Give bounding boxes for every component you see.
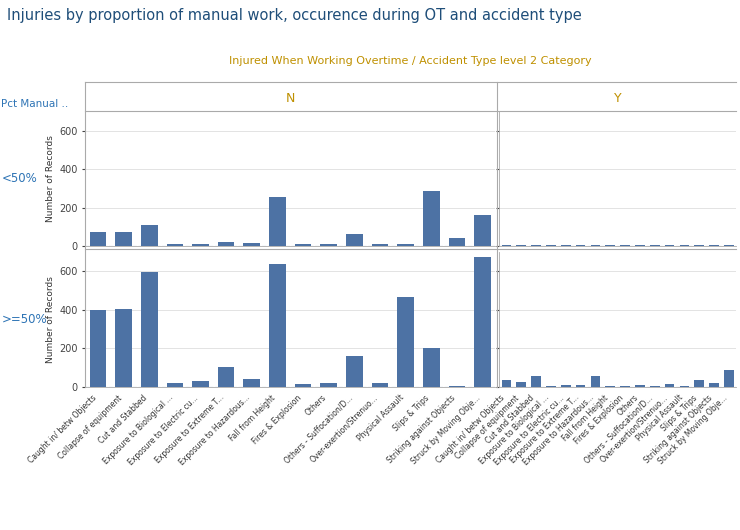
Bar [269,197,286,246]
Bar [605,245,615,246]
Text: <50%: <50% [1,172,37,185]
Text: Pct Manual ..: Pct Manual .. [1,99,69,109]
Bar [709,245,719,246]
Bar [346,234,363,246]
Bar [346,356,363,387]
Bar [218,242,235,246]
Bar [115,308,132,387]
Bar [576,245,585,246]
Bar [517,245,526,246]
Bar [166,383,184,387]
Bar [320,244,337,246]
Bar [694,245,704,246]
Bar [650,386,659,387]
Bar [620,245,630,246]
Bar [269,264,286,387]
Bar [576,385,585,387]
Bar [591,245,600,246]
Bar [90,232,107,246]
Bar [694,380,704,387]
Bar [650,245,659,246]
Bar [679,386,689,387]
Bar [243,243,260,246]
Bar [423,191,440,246]
Text: Injuries by proportion of manual work, occurence during OT and accident type: Injuries by proportion of manual work, o… [7,8,582,23]
Bar [371,383,389,387]
Text: N: N [286,92,295,104]
Bar [218,367,235,387]
Bar [474,215,491,246]
Bar [397,244,414,246]
Text: Y: Y [614,92,622,104]
Bar [605,386,615,387]
Bar [620,386,630,387]
Y-axis label: Number of Records: Number of Records [46,276,55,363]
Bar [635,385,645,387]
Bar [423,348,440,387]
Y-axis label: Number of Records: Number of Records [46,136,55,222]
Bar [665,384,674,387]
Bar [90,310,107,387]
Bar [679,245,689,246]
Bar [546,386,556,387]
Bar [371,244,389,246]
Bar [709,383,719,387]
Bar [561,245,571,246]
Bar [502,245,511,246]
Bar [448,238,465,246]
Bar [635,245,645,246]
Bar [665,245,674,246]
Bar [531,245,541,246]
Bar [320,383,337,387]
Bar [502,380,511,387]
Bar [517,382,526,387]
Bar [448,386,465,387]
Bar [295,244,312,246]
Bar [141,225,158,246]
Bar [243,379,260,387]
Bar [474,257,491,387]
Bar [561,385,571,387]
Bar [546,245,556,246]
Bar [192,381,209,387]
Bar [397,297,414,387]
Text: Injured When Working Overtime / Accident Type level 2 Category: Injured When Working Overtime / Accident… [229,56,592,66]
Bar [141,272,158,387]
Bar [295,384,312,387]
Bar [115,232,132,246]
Bar [591,376,600,387]
Bar [531,376,541,387]
Bar [724,370,733,387]
Bar [192,244,209,246]
Bar [724,245,733,246]
Text: >=50%: >=50% [1,313,47,326]
Bar [166,244,184,246]
